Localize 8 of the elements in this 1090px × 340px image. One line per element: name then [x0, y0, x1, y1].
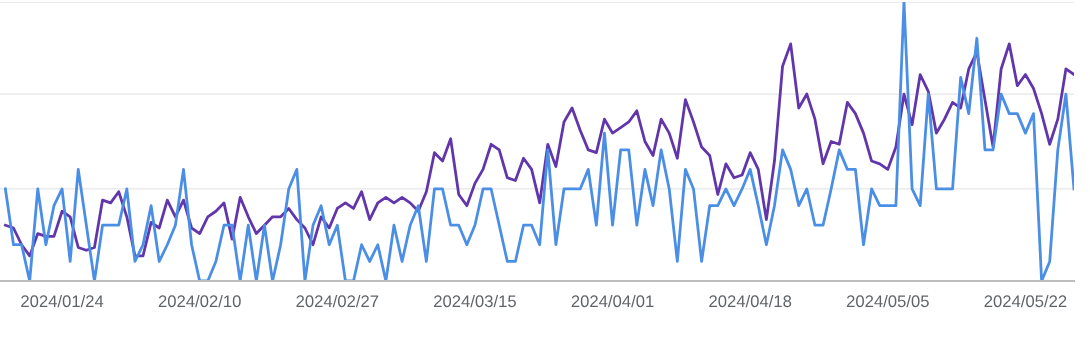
x-tick-label: 2024/03/15	[434, 294, 516, 308]
x-tick-label: 2024/01/24	[21, 294, 104, 308]
x-tick-label: 2024/04/01	[571, 294, 654, 308]
x-tick-label: 2024/02/10	[158, 294, 241, 308]
x-tick-label: 2024/02/27	[296, 294, 379, 308]
x-tick-label: 2024/04/18	[709, 294, 792, 308]
x-tick-label: 2024/05/05	[846, 294, 929, 308]
x-tick-label: 2024/05/22	[984, 294, 1067, 308]
